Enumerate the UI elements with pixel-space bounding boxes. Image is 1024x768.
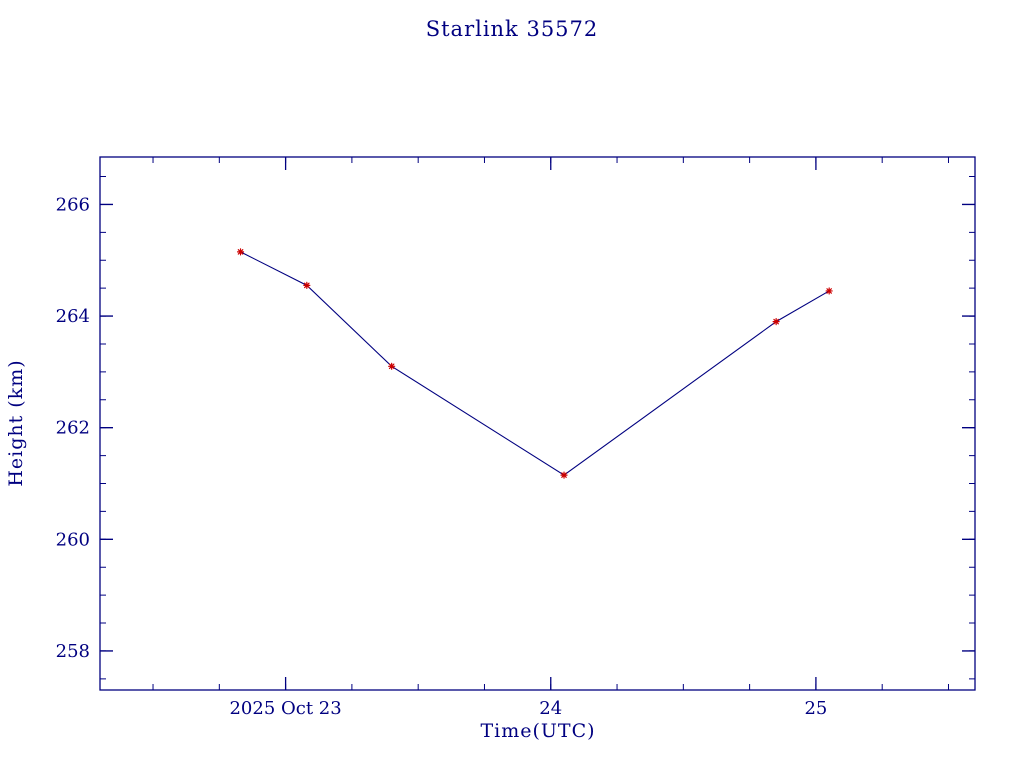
chart-title: Starlink 35572	[425, 17, 599, 41]
data-point-marker	[236, 248, 245, 256]
x-tick-label: 25	[804, 698, 827, 719]
data-line	[240, 251, 830, 476]
data-point-marker	[303, 281, 311, 289]
data-point-marker	[772, 318, 780, 326]
y-tick-label: 266	[56, 194, 90, 215]
plot-frame	[99, 156, 976, 691]
y-tick-label: 258	[56, 641, 90, 662]
x-tick-label: 24	[539, 698, 562, 719]
y-tick-label: 262	[56, 418, 90, 439]
x-axis-label: Time(UTC)	[480, 720, 596, 742]
y-tick-label: 264	[56, 306, 90, 327]
data-point-marker	[825, 287, 833, 295]
y-tick-label: 260	[56, 529, 90, 550]
x-tick-label: 2025 Oct 23	[229, 698, 341, 719]
data-point-marker	[560, 471, 568, 479]
data-point-marker	[388, 362, 396, 370]
